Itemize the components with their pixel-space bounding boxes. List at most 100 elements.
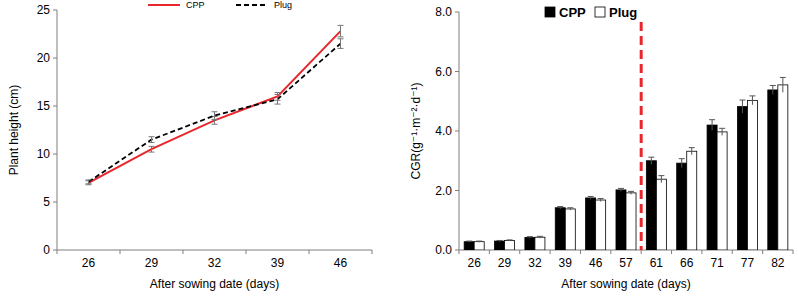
bar <box>707 125 717 250</box>
legend-label: Plug <box>274 0 292 10</box>
bar <box>525 238 535 250</box>
error-bar <box>618 188 624 191</box>
bar <box>747 100 757 250</box>
x-axis-label: After sowing date (days) <box>561 277 690 291</box>
x-tick <box>732 250 733 254</box>
error-cap <box>212 119 218 120</box>
x-tick-label: 39 <box>559 256 573 270</box>
error-line <box>661 176 662 183</box>
x-tick-label: 26 <box>468 256 482 270</box>
error-bar <box>628 191 634 194</box>
line <box>89 44 341 182</box>
y-tick-label: 20 <box>37 51 51 65</box>
y-tick <box>455 190 459 191</box>
error-line <box>214 112 215 120</box>
x-tick <box>580 250 581 254</box>
y-tick <box>53 154 57 155</box>
error-bar <box>780 77 786 92</box>
error-cap <box>689 147 695 148</box>
error-bar <box>598 199 604 202</box>
error-bar <box>497 240 503 241</box>
error-cap <box>338 25 344 26</box>
x-tick <box>183 250 184 254</box>
y-tick <box>455 12 459 13</box>
x-tick <box>489 250 490 254</box>
error-cap <box>86 179 92 180</box>
error-cap <box>709 119 715 120</box>
error-cap <box>149 142 155 143</box>
chart-page: 05101520252629323946After sowing date (d… <box>0 0 798 306</box>
error-line <box>782 77 783 92</box>
legend-label: CPP <box>559 5 586 20</box>
bar <box>626 193 636 250</box>
error-cap <box>739 100 745 101</box>
bar <box>505 240 515 250</box>
bar <box>555 208 565 250</box>
bar <box>464 242 474 250</box>
bar <box>687 151 697 250</box>
x-tick <box>459 250 460 254</box>
bar <box>677 163 687 250</box>
x-tick-label: 29 <box>145 256 159 270</box>
y-tick-label: 5 <box>43 195 50 209</box>
chart-line: 05101520252629323946After sowing date (d… <box>7 0 372 291</box>
error-line <box>681 159 682 168</box>
x-tick-label: 29 <box>498 256 512 270</box>
bar <box>737 107 747 250</box>
error-cap <box>628 191 634 192</box>
error-cap <box>275 104 281 105</box>
error-cap <box>679 158 685 159</box>
y-tick-label: 8.0 <box>435 5 452 19</box>
bar <box>596 200 606 250</box>
x-tick <box>550 250 551 254</box>
error-line <box>340 39 341 49</box>
x-tick <box>372 250 373 254</box>
error-bar <box>648 157 654 164</box>
bar <box>565 209 575 250</box>
y-tick <box>53 250 57 251</box>
x-tick <box>641 250 642 254</box>
error-cap <box>212 124 218 125</box>
error-bar <box>567 208 573 210</box>
error-cap <box>588 196 594 197</box>
y-tick-label: 0.0 <box>435 243 452 257</box>
error-bar <box>149 137 155 143</box>
error-bar <box>476 241 482 242</box>
error-bar <box>557 207 563 209</box>
error-line <box>712 120 713 131</box>
error-cap <box>557 206 563 207</box>
y-tick <box>53 10 57 11</box>
y-axis-label: CGR(g⁻¹·m⁻²·d⁻¹) <box>409 83 423 180</box>
error-bar <box>149 146 155 152</box>
y-tick-label: 4.0 <box>435 124 452 138</box>
error-cap <box>86 184 92 185</box>
x-tick <box>701 250 702 254</box>
x-tick-label: 66 <box>680 256 694 270</box>
error-line <box>651 157 652 164</box>
error-cap <box>86 183 92 184</box>
bar <box>656 179 666 250</box>
error-cap <box>567 207 573 208</box>
line <box>89 31 341 183</box>
x-tick-label: 32 <box>208 256 222 270</box>
x-tick <box>246 250 247 254</box>
bar <box>646 161 656 250</box>
error-bar <box>770 85 776 94</box>
legend-swatch <box>595 7 605 17</box>
x-tick <box>793 250 794 254</box>
y-tick-label: 6.0 <box>435 65 452 79</box>
y-tick <box>53 106 57 107</box>
y-tick <box>455 71 459 72</box>
x-tick-label: 46 <box>589 256 603 270</box>
error-bar <box>588 196 594 199</box>
bar <box>616 190 626 250</box>
y-tick-label: 2.0 <box>435 184 452 198</box>
error-cap <box>149 146 155 147</box>
bar <box>768 90 778 250</box>
error-bar <box>466 241 472 242</box>
bar <box>474 242 484 250</box>
legend-swatch <box>545 7 555 17</box>
error-cap <box>149 152 155 153</box>
y-tick-label: 10 <box>37 147 51 161</box>
error-bar <box>537 236 543 238</box>
